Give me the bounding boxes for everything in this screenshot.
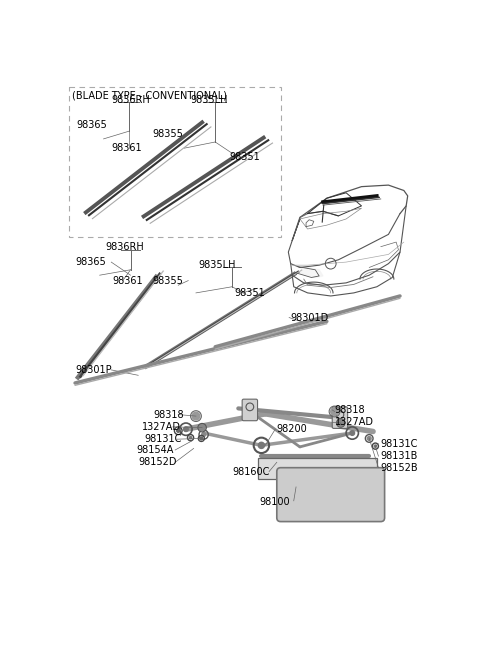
Circle shape <box>200 437 203 440</box>
Text: 1327AD: 1327AD <box>335 417 373 427</box>
Text: 98361: 98361 <box>112 275 143 286</box>
Circle shape <box>258 442 264 449</box>
Text: 98100: 98100 <box>260 497 290 507</box>
Circle shape <box>177 429 180 432</box>
Text: 98152D: 98152D <box>138 457 177 467</box>
Text: 98131C: 98131C <box>144 434 182 444</box>
FancyBboxPatch shape <box>258 458 377 479</box>
Text: 98160C: 98160C <box>232 466 269 476</box>
Polygon shape <box>300 267 323 277</box>
FancyBboxPatch shape <box>277 468 384 522</box>
Circle shape <box>184 427 188 432</box>
Text: 98365: 98365 <box>75 257 106 267</box>
Text: 9835LH: 9835LH <box>191 95 228 105</box>
Circle shape <box>350 431 355 436</box>
Circle shape <box>331 407 338 415</box>
Text: (BLADE TYPE - CONVENTIONAL): (BLADE TYPE - CONVENTIONAL) <box>72 91 227 101</box>
Circle shape <box>367 436 371 440</box>
Text: 1327AD: 1327AD <box>142 422 181 432</box>
Circle shape <box>374 445 376 447</box>
FancyBboxPatch shape <box>242 399 258 420</box>
Text: 98154A: 98154A <box>137 445 174 455</box>
Text: 98152B: 98152B <box>381 463 419 472</box>
Text: 9836RH: 9836RH <box>106 242 144 252</box>
FancyBboxPatch shape <box>332 407 348 428</box>
Text: 98200: 98200 <box>277 424 308 434</box>
Text: 98361: 98361 <box>111 143 142 153</box>
Text: 98318: 98318 <box>335 405 365 415</box>
Text: 98131B: 98131B <box>381 451 418 461</box>
Text: 98355: 98355 <box>152 129 183 139</box>
Circle shape <box>202 433 205 436</box>
Text: 98301D: 98301D <box>291 313 329 323</box>
Text: 9836RH: 9836RH <box>111 95 150 105</box>
Bar <box>69 87 281 237</box>
Circle shape <box>190 436 192 439</box>
Circle shape <box>337 420 344 426</box>
Text: 98351: 98351 <box>229 152 260 162</box>
Circle shape <box>192 412 200 420</box>
Text: 98131C: 98131C <box>381 439 418 449</box>
Text: 98355: 98355 <box>152 275 183 286</box>
Text: 98301P: 98301P <box>75 365 112 375</box>
Text: 98351: 98351 <box>234 288 265 298</box>
Text: 98365: 98365 <box>77 120 108 130</box>
Circle shape <box>199 424 205 431</box>
Text: 98318: 98318 <box>154 409 184 420</box>
Text: 9835LH: 9835LH <box>198 260 236 270</box>
